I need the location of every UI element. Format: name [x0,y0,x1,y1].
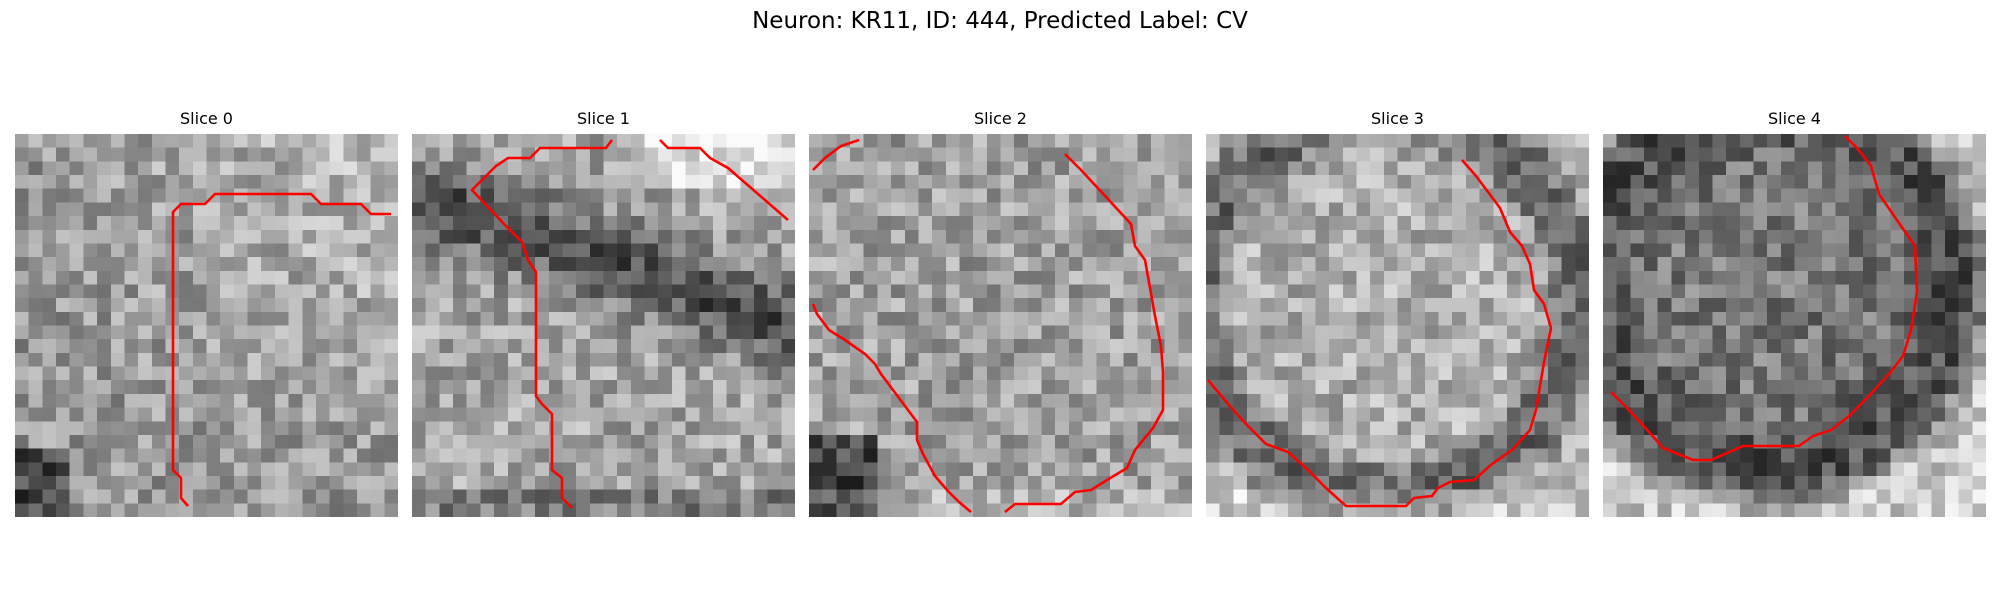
micrograph-texture [412,134,795,517]
segmentation-contour [1207,159,1553,508]
segmentation-contour [659,139,789,221]
segmentation-contour [1610,135,1919,462]
slice-panel: Slice 3 [1206,110,1589,517]
slice-image [15,134,398,517]
slice-title: Slice 4 [1768,109,1821,128]
slice-image [1603,134,1986,517]
slice-title: Slice 0 [180,109,233,128]
micrograph-texture [809,134,1192,517]
segmentation-contour [470,139,614,509]
slice-image [809,134,1192,517]
slice-panel: Slice 2 [809,110,1192,517]
slice-title: Slice 1 [577,109,630,128]
slice-image [412,134,795,517]
slice-panel: Slice 0 [15,110,398,517]
micrograph-texture [1603,134,1986,517]
segmentation-contour [812,138,860,171]
slice-panel: Slice 1 [412,110,795,517]
segmentation-contour [1004,153,1165,514]
micrograph-texture [1206,134,1589,517]
slice-title: Slice 2 [974,109,1027,128]
micrograph-texture [15,134,398,517]
segmentation-contour [811,303,972,513]
slice-title: Slice 3 [1371,109,1424,128]
segmentation-contour [171,192,391,507]
figure-title: Neuron: KR11, ID: 444, Predicted Label: … [752,8,1248,34]
slice-panel: Slice 4 [1603,110,1986,517]
slice-image [1206,134,1589,517]
